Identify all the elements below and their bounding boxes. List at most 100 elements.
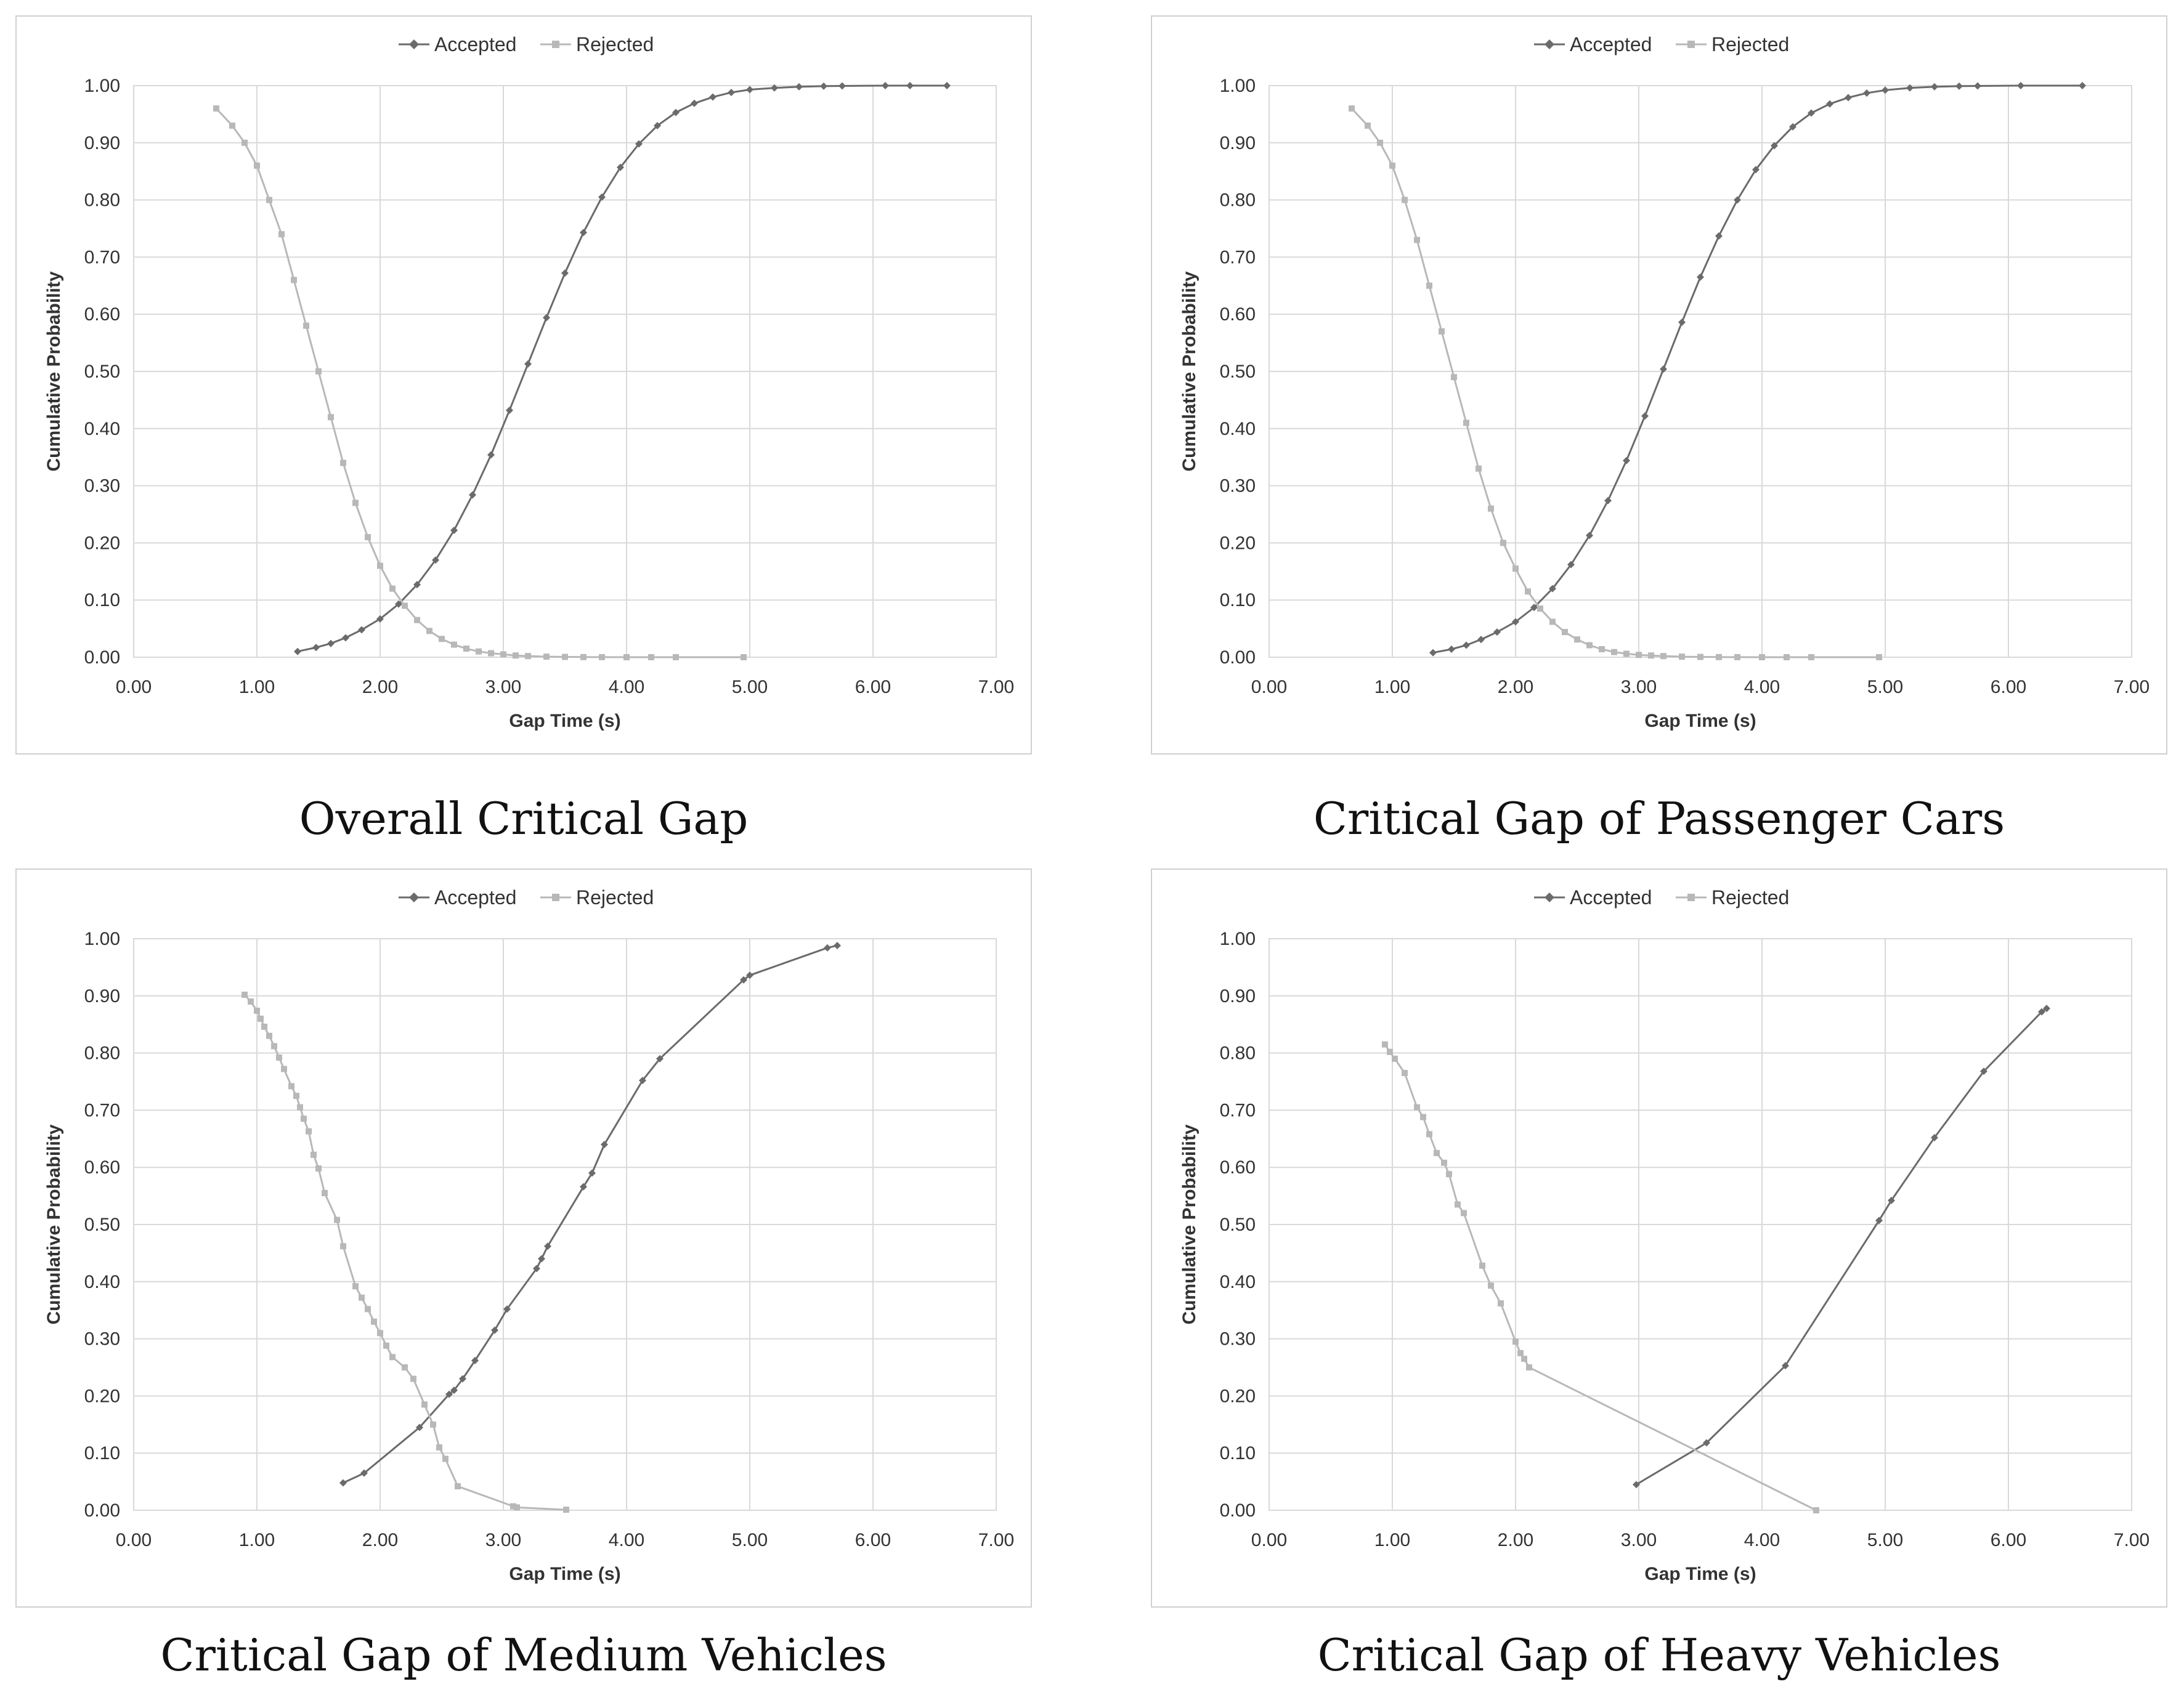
data-point	[1734, 654, 1740, 660]
data-point	[506, 407, 513, 415]
data-point	[402, 602, 408, 609]
data-point	[339, 1479, 347, 1487]
legend-marker	[1545, 39, 1554, 49]
series-rejected-line	[215, 108, 744, 658]
data-point	[1429, 649, 1437, 657]
y-tick-label: 0.10	[84, 1443, 120, 1463]
y-tick-label: 0.80	[1220, 1043, 1256, 1064]
x-tick-label: 3.00	[1621, 677, 1657, 697]
data-point	[377, 562, 383, 569]
chart-svg: 0.00 0.10 0.20 0.30 0.40 0.50 0.60 0.70 0.80 0.90…	[1179, 33, 2149, 731]
chart-svg: 0.00 0.10 0.20 0.30 0.40 0.50 0.60 0.70 0.80 0.90…	[1179, 886, 2149, 1584]
data-point	[365, 1306, 371, 1313]
x-tick-label: 1.00	[239, 677, 275, 697]
y-tick-label: 0.90	[1220, 986, 1256, 1006]
data-point	[943, 82, 951, 89]
y-tick-label: 0.80	[84, 1043, 120, 1064]
data-point	[1512, 618, 1519, 626]
data-point	[1759, 654, 1765, 660]
data-point	[334, 1216, 340, 1223]
x-tick-label: 7.00	[2114, 1530, 2149, 1550]
chart-title: Critical Gap of Heavy Vehicles	[1317, 1629, 2001, 1681]
data-point	[459, 1375, 466, 1383]
x-axis-title: Gap Time (s)	[1644, 1564, 1756, 1584]
data-point	[580, 654, 587, 660]
x-tick-label: 2.00	[362, 1530, 398, 1550]
data-point	[1461, 1210, 1467, 1216]
data-point	[340, 1243, 346, 1250]
data-point	[672, 108, 680, 116]
data-point	[746, 971, 753, 979]
y-tick-label: 0.50	[84, 1215, 120, 1235]
data-point	[1882, 86, 1889, 94]
data-point	[2043, 1005, 2050, 1013]
data-point	[500, 651, 506, 658]
data-point	[322, 1189, 328, 1196]
data-point	[1703, 1439, 1710, 1447]
data-point	[288, 1083, 294, 1090]
y-tick-label: 0.20	[84, 533, 120, 553]
x-tick-label: 2.00	[1498, 677, 1533, 697]
y-tick-label: 0.10	[84, 590, 120, 610]
data-point	[1931, 83, 1938, 91]
data-point	[2017, 82, 2024, 89]
data-point	[741, 654, 747, 660]
data-point	[533, 1265, 540, 1273]
x-tick-label: 7.00	[978, 677, 1014, 697]
chart-title: Critical Gap of Passenger Cars	[1313, 793, 2005, 844]
y-tick-label: 0.30	[84, 476, 120, 496]
data-point	[562, 654, 568, 660]
series-rejected-line	[1384, 1043, 1817, 1512]
y-tick-label: 0.20	[84, 1386, 120, 1406]
data-point	[297, 1104, 303, 1111]
data-point	[648, 654, 654, 660]
data-point	[1648, 652, 1654, 659]
x-tick-label: 3.00	[485, 677, 521, 697]
x-tick-label: 1.00	[1374, 677, 1410, 697]
data-point	[2038, 1008, 2045, 1016]
data-point	[580, 1183, 587, 1191]
data-point	[1414, 1104, 1420, 1111]
y-tick-label: 0.60	[84, 304, 120, 325]
y-tick-label: 0.90	[84, 986, 120, 1006]
data-point	[1611, 649, 1617, 655]
y-tick-label: 0.70	[84, 1100, 120, 1120]
data-point	[360, 1469, 368, 1477]
data-point	[2079, 82, 2086, 89]
data-point	[1641, 412, 1649, 420]
legend-marker	[409, 892, 419, 902]
y-tick-label: 1.00	[84, 76, 120, 96]
x-axis-title: Gap Time (s)	[1644, 711, 1756, 731]
data-point	[1420, 1114, 1426, 1120]
data-point	[1377, 139, 1383, 146]
data-point	[510, 1503, 516, 1510]
data-point	[340, 459, 346, 466]
x-axis-title: Gap Time (s)	[509, 1564, 620, 1584]
data-point	[301, 1115, 307, 1122]
data-point	[1845, 94, 1852, 102]
series-accepted-line	[297, 84, 947, 653]
data-point	[1441, 1159, 1447, 1166]
data-point	[1463, 641, 1470, 649]
data-point	[430, 1421, 436, 1428]
data-point	[538, 1255, 545, 1263]
data-point	[1633, 1481, 1640, 1489]
data-point	[1931, 1133, 1938, 1141]
data-point	[414, 617, 420, 623]
data-point	[229, 122, 235, 129]
data-point	[1517, 1350, 1524, 1356]
data-point	[1526, 1364, 1532, 1370]
data-point	[1660, 653, 1666, 660]
y-tick-label: 0.10	[1220, 590, 1256, 610]
data-point	[1402, 196, 1408, 203]
data-point	[543, 314, 550, 322]
y-tick-label: 0.40	[1220, 419, 1256, 439]
data-point	[1789, 123, 1796, 131]
data-point	[377, 1330, 383, 1337]
data-point	[691, 99, 698, 107]
legend-label: Rejected	[576, 886, 654, 909]
data-point	[389, 585, 396, 592]
legend-marker	[552, 41, 559, 48]
data-point	[1455, 1201, 1461, 1208]
x-tick-label: 2.00	[362, 677, 398, 697]
